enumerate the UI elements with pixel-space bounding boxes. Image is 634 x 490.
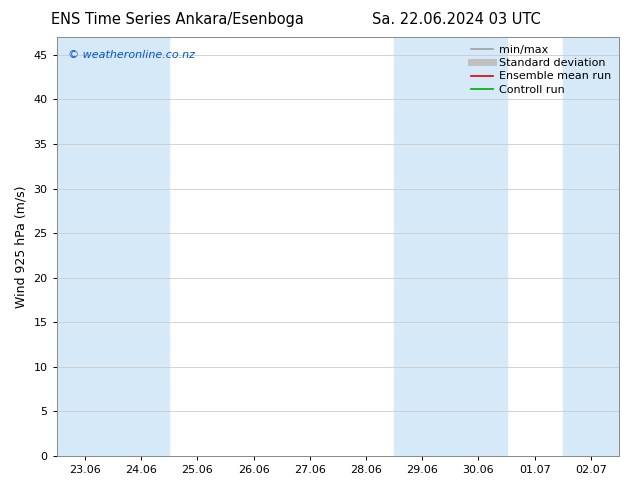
Legend: min/max, Standard deviation, Ensemble mean run, Controll run: min/max, Standard deviation, Ensemble me… [469,43,614,97]
Y-axis label: Wind 925 hPa (m/s): Wind 925 hPa (m/s) [15,185,28,308]
Text: © weatheronline.co.nz: © weatheronline.co.nz [68,49,195,60]
Text: ENS Time Series Ankara/Esenboga: ENS Time Series Ankara/Esenboga [51,12,304,27]
Bar [450,37,507,456]
Bar [563,37,619,456]
Bar [394,37,450,456]
Text: Sa. 22.06.2024 03 UTC: Sa. 22.06.2024 03 UTC [372,12,541,27]
Bar [113,37,169,456]
Bar [56,37,113,456]
